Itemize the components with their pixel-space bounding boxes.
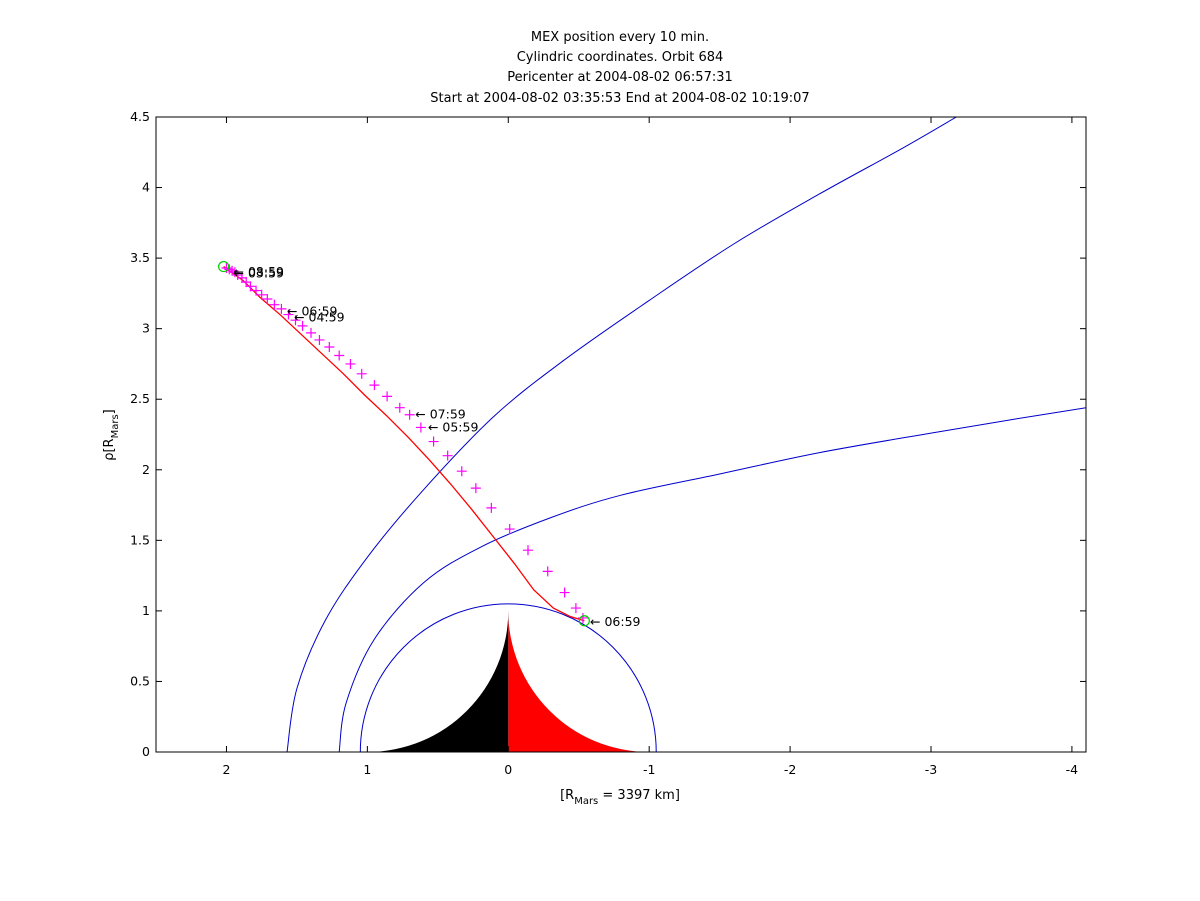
- x-axis-label-tail: = 3397 km]: [598, 788, 680, 803]
- position-marker: [345, 358, 356, 369]
- y-tick-label: 2.5: [130, 391, 150, 406]
- x-axis-ticks: 2 1 0 -1 -2 -3 -4: [222, 117, 1078, 777]
- position-marker: [276, 303, 287, 314]
- position-marker: [251, 285, 262, 296]
- time-annotation: ← 05:59: [428, 419, 479, 434]
- position-marker: [428, 436, 439, 447]
- position-marker: [334, 350, 345, 361]
- position-marker: [504, 524, 515, 535]
- time-annotations: ← 03:59← 08:59← 06:59← 04:59← 07:59← 05:…: [234, 264, 641, 629]
- time-annotation: ← 07:59: [415, 407, 466, 422]
- mars-planet: [367, 610, 650, 752]
- orbit-line: [223, 266, 585, 622]
- y-axis-label-sub: Mars: [110, 414, 121, 438]
- position-marker: [283, 309, 294, 320]
- plot-frame: [155, 116, 1087, 753]
- y-tick-label: 1.5: [130, 532, 150, 547]
- position-marker: [442, 450, 453, 461]
- y-tick-label: 4.5: [130, 109, 150, 124]
- position-marker: [559, 587, 570, 598]
- time-annotation: ← 06:59: [590, 614, 641, 629]
- x-axis-label-sub: Mars: [574, 796, 598, 807]
- y-axis-ticks: 0 0.5 1 1.5 2 2.5 3 3.5 4 4.5: [130, 109, 1086, 759]
- planet-dayside: [508, 610, 650, 752]
- time-annotation: ← 04:59: [294, 309, 345, 324]
- position-marker: [290, 315, 301, 326]
- x-tick-label: 2: [222, 762, 230, 777]
- boundary-curves: [286, 117, 1086, 752]
- x-tick-label: 1: [363, 762, 371, 777]
- x-tick-label: -3: [925, 762, 937, 777]
- position-marker: [314, 334, 325, 345]
- position-marker: [470, 483, 481, 494]
- endpoint-circle: [218, 260, 230, 273]
- position-marker: [523, 545, 533, 556]
- chart-title: MEX position every 10 min. Cylindric coo…: [430, 30, 809, 106]
- position-marker: [404, 409, 415, 420]
- x-axis-label: [RMars = 3397 km]: [560, 788, 680, 807]
- y-tick-label: 1: [142, 603, 150, 618]
- position-marker: [236, 272, 247, 283]
- time-annotation: ← 08:59: [234, 264, 285, 279]
- position-marker: [570, 603, 581, 614]
- position-marker: [256, 289, 267, 300]
- y-tick-label: 3.5: [130, 250, 150, 265]
- position-marker: [306, 327, 316, 338]
- y-tick-label: 4: [142, 180, 150, 195]
- position-marker: [241, 277, 252, 288]
- position-marker: [262, 294, 273, 305]
- boundary-curve-2: [338, 407, 1086, 752]
- y-axis-label: ρ[RMars]: [102, 409, 121, 461]
- position-marker: [324, 342, 335, 353]
- endpoint-circle: [578, 615, 590, 627]
- y-axis-label-main: ρ[R: [102, 438, 117, 460]
- x-tick-label: 0: [504, 762, 512, 777]
- position-marker: [394, 402, 405, 413]
- x-tick-label: -1: [643, 762, 655, 777]
- x-axis-label-main: [R: [560, 788, 574, 803]
- position-marker: [297, 320, 308, 331]
- position-markers: [218, 260, 590, 627]
- planet-nightside: [367, 610, 509, 752]
- title-line-1: MEX position every 10 min.: [531, 30, 709, 45]
- time-annotation: ← 06:59: [287, 304, 338, 319]
- position-marker: [415, 422, 426, 433]
- position-marker: [369, 380, 380, 391]
- y-tick-label: 3: [142, 321, 150, 336]
- y-tick-label: 0.5: [130, 673, 150, 688]
- x-tick-label: -4: [1066, 762, 1079, 777]
- position-marker: [456, 466, 467, 477]
- y-tick-label: 2: [142, 462, 150, 477]
- orbit-track: [223, 266, 585, 622]
- position-marker: [356, 368, 367, 379]
- position-marker: [542, 566, 553, 577]
- title-line-2: Cylindric coordinates. Orbit 684: [517, 50, 724, 65]
- position-marker: [245, 281, 256, 292]
- boundary-curve-1: [286, 117, 957, 752]
- title-line-4: Start at 2004-08-02 03:35:53 End at 2004…: [430, 91, 809, 106]
- x-tick-label: -2: [784, 762, 796, 777]
- boundary-ionosphere: [359, 603, 657, 752]
- y-tick-label: 0: [142, 744, 150, 759]
- position-marker: [486, 502, 497, 513]
- position-marker: [382, 391, 393, 402]
- position-marker: [269, 299, 280, 310]
- time-annotation: ← 03:59: [234, 266, 285, 281]
- title-line-3: Pericenter at 2004-08-02 06:57:31: [507, 70, 733, 85]
- y-axis-label-tail: ]: [102, 409, 117, 414]
